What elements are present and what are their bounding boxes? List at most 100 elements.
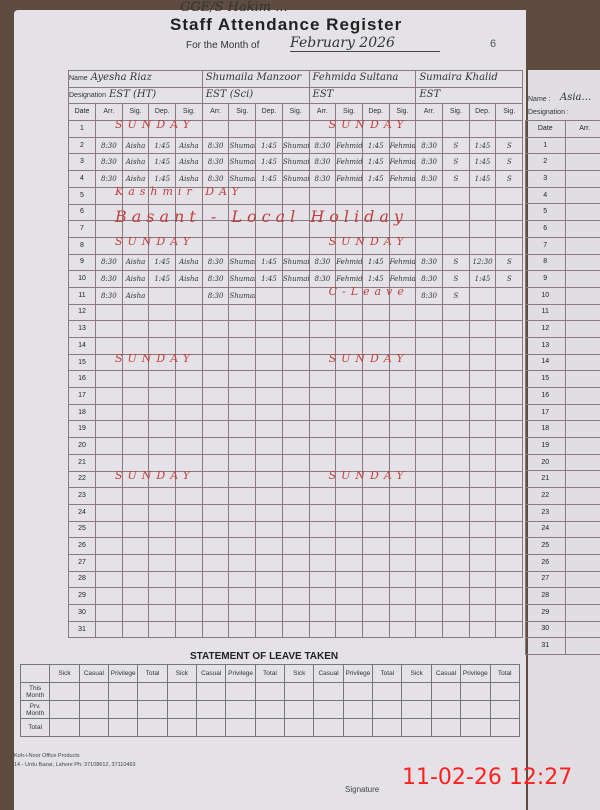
departure-time: 1:45	[469, 137, 496, 154]
sig-header: Sig.	[229, 104, 256, 121]
leave-cell	[431, 719, 460, 737]
empty-cell	[362, 538, 389, 555]
departure-time: 1:45	[362, 171, 389, 188]
right-date-cell: 20	[526, 454, 566, 471]
empty-cell	[176, 304, 203, 321]
arrival-time: 8:30	[309, 137, 336, 154]
staff-designation: EST	[419, 89, 440, 100]
handwritten-note: Basant - Local Holiday	[115, 208, 408, 226]
empty-cell	[469, 321, 496, 338]
leave-column-privilege: Privilege	[226, 665, 255, 683]
empty-cell	[256, 504, 283, 521]
arrival-time: 8:30	[96, 137, 123, 154]
empty-cell	[496, 237, 523, 254]
handwritten-note: SUNDAY	[115, 235, 195, 248]
leave-cell	[226, 683, 255, 701]
empty-cell	[122, 488, 149, 505]
empty-cell	[256, 287, 283, 304]
empty-cell	[202, 121, 229, 138]
leave-cell	[167, 683, 196, 701]
right-empty-cell	[565, 221, 600, 238]
right-empty-cell	[565, 588, 600, 605]
right-page-designation-label: Designation :	[528, 109, 569, 116]
right-table-row: 26	[526, 554, 600, 571]
empty-cell	[256, 488, 283, 505]
empty-cell	[122, 588, 149, 605]
empty-cell	[336, 621, 363, 638]
empty-cell	[229, 538, 256, 555]
empty-cell	[229, 371, 256, 388]
photo-timestamp: 11-02-26 12:27	[402, 765, 572, 790]
empty-cell	[443, 521, 470, 538]
right-table-row: 10	[526, 287, 600, 304]
leave-column-sick: Sick	[285, 665, 314, 683]
leave-cell	[314, 683, 343, 701]
empty-cell	[496, 438, 523, 455]
sig-header: Sig.	[496, 104, 523, 121]
empty-cell	[362, 371, 389, 388]
leave-cell	[255, 683, 284, 701]
empty-cell	[256, 538, 283, 555]
empty-cell	[416, 521, 443, 538]
empty-cell	[496, 204, 523, 221]
leave-cell	[402, 719, 431, 737]
staff-designation: EST	[313, 89, 334, 100]
date-cell: 4	[69, 171, 96, 188]
leave-cell	[314, 701, 343, 719]
empty-cell	[229, 621, 256, 638]
right-date-cell: 10	[526, 287, 566, 304]
right-table-row: 21	[526, 471, 600, 488]
empty-cell	[496, 621, 523, 638]
right-empty-cell	[565, 438, 600, 455]
empty-cell	[96, 304, 123, 321]
right-empty-cell	[565, 454, 600, 471]
leave-cell	[402, 701, 431, 719]
empty-cell	[202, 554, 229, 571]
right-table-row: 6	[526, 221, 600, 238]
empty-cell	[469, 187, 496, 204]
leave-cell	[138, 719, 167, 737]
arrival-time: 8:30	[309, 171, 336, 188]
empty-cell	[389, 621, 416, 638]
right-date-header: Date	[526, 121, 566, 138]
departure-signature: S	[496, 137, 523, 154]
empty-cell	[443, 571, 470, 588]
empty-cell	[256, 371, 283, 388]
empty-cell	[362, 521, 389, 538]
empty-cell	[469, 588, 496, 605]
empty-cell	[229, 237, 256, 254]
right-empty-cell	[565, 621, 600, 638]
right-empty-cell	[565, 504, 600, 521]
right-date-cell: 13	[526, 337, 566, 354]
empty-cell	[282, 388, 309, 405]
empty-cell	[469, 121, 496, 138]
empty-cell	[389, 321, 416, 338]
date-cell: 10	[69, 271, 96, 288]
empty-cell	[416, 454, 443, 471]
empty-cell	[122, 605, 149, 622]
label-name: Name	[69, 75, 88, 82]
leave-column-casual: Casual	[431, 665, 460, 683]
empty-cell	[416, 321, 443, 338]
empty-cell	[176, 287, 203, 304]
empty-cell	[176, 605, 203, 622]
handwritten-note: C-Leave	[329, 285, 409, 298]
empty-cell	[282, 521, 309, 538]
leave-cell	[109, 719, 138, 737]
empty-cell	[496, 221, 523, 238]
empty-cell	[176, 588, 203, 605]
empty-cell	[336, 388, 363, 405]
right-table-row: 15	[526, 371, 600, 388]
departure-time: 1:45	[362, 254, 389, 271]
empty-cell	[336, 304, 363, 321]
empty-cell	[416, 221, 443, 238]
empty-cell	[309, 421, 336, 438]
empty-cell	[336, 571, 363, 588]
empty-cell	[443, 538, 470, 555]
empty-cell	[309, 187, 336, 204]
empty-cell	[229, 454, 256, 471]
empty-cell	[229, 438, 256, 455]
right-empty-cell	[565, 471, 600, 488]
leave-row: This Month	[21, 683, 520, 701]
empty-cell	[229, 471, 256, 488]
